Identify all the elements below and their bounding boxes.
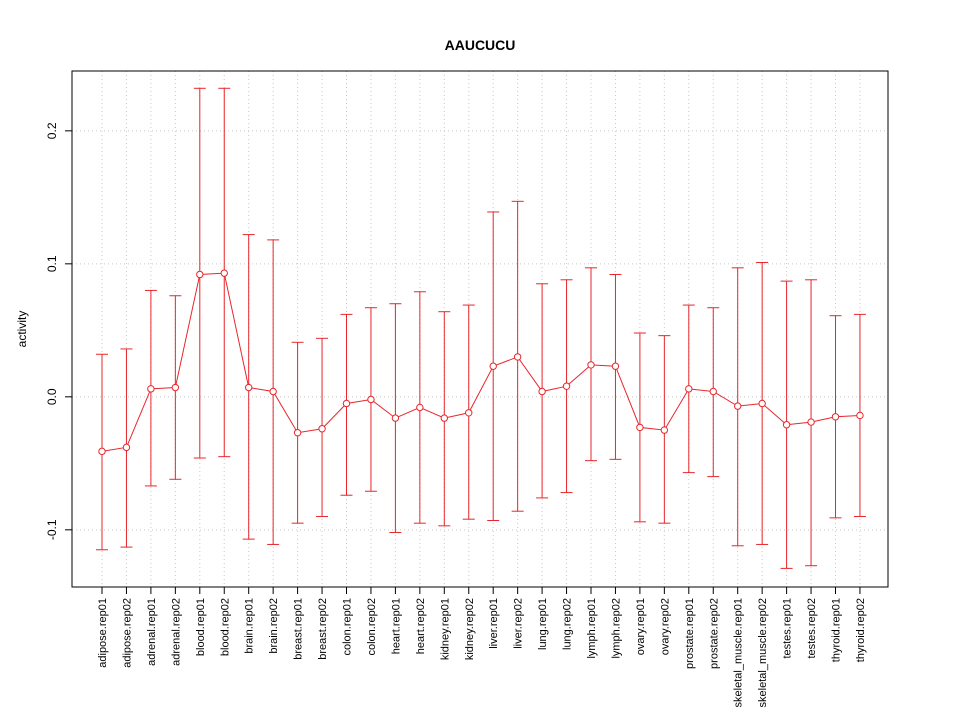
x-tick-label: liver.rep01 bbox=[488, 598, 500, 649]
data-point bbox=[587, 361, 595, 369]
data-layer bbox=[96, 87, 866, 569]
grid-layer bbox=[72, 71, 888, 587]
data-point bbox=[318, 425, 326, 433]
x-tick-label: lung.rep01 bbox=[537, 598, 549, 650]
x-tick-label: adipose.rep02 bbox=[121, 598, 133, 668]
y-tick-label: 0.2 bbox=[45, 122, 59, 139]
data-point bbox=[293, 429, 302, 437]
data-point bbox=[367, 395, 375, 404]
data-point bbox=[416, 403, 424, 412]
x-tick-label: kidney.rep02 bbox=[464, 598, 476, 660]
data-point bbox=[196, 270, 204, 279]
x-tick-label: liver.rep02 bbox=[513, 598, 525, 649]
data-point bbox=[856, 411, 864, 420]
y-tick-label: 0.1 bbox=[45, 255, 59, 272]
y-tick-label: 0.0 bbox=[45, 388, 59, 405]
x-tick-label: kidney.rep01 bbox=[439, 598, 451, 660]
data-point bbox=[709, 387, 717, 396]
data-point bbox=[611, 362, 620, 370]
x-tick-label: blood.rep01 bbox=[195, 598, 207, 656]
data-point bbox=[734, 402, 742, 410]
x-tick-label: testes.rep02 bbox=[806, 598, 818, 659]
x-tick-label: skeletal_muscle.rep01 bbox=[733, 598, 745, 707]
x-tick-label: thyroid.rep02 bbox=[855, 598, 867, 662]
x-tick-label: prostate.rep02 bbox=[708, 598, 720, 669]
data-point bbox=[685, 385, 693, 393]
data-point bbox=[391, 414, 400, 422]
data-point bbox=[513, 353, 522, 361]
plot-frame bbox=[71, 70, 889, 588]
data-point bbox=[562, 382, 571, 390]
data-point bbox=[807, 418, 815, 426]
x-tick-label: colon.rep02 bbox=[366, 598, 378, 656]
data-point bbox=[538, 387, 546, 396]
x-tick-label: adrenal.rep02 bbox=[170, 598, 182, 666]
data-point bbox=[440, 414, 448, 422]
data-point bbox=[489, 362, 497, 370]
data-point bbox=[147, 385, 155, 393]
data-point bbox=[220, 269, 228, 277]
data-point bbox=[636, 423, 644, 432]
data-point bbox=[122, 443, 131, 452]
data-point bbox=[465, 409, 473, 417]
x-tick-label: lung.rep02 bbox=[562, 598, 574, 650]
data-point bbox=[758, 399, 766, 408]
data-point bbox=[342, 399, 351, 408]
data-point bbox=[171, 383, 180, 392]
x-tick-label: skeletal_muscle.rep02 bbox=[757, 598, 769, 707]
data-point bbox=[831, 413, 840, 421]
x-tick-label: lymph.rep02 bbox=[610, 598, 622, 659]
x-tick-label: brain.rep01 bbox=[244, 598, 256, 654]
x-tick-label: breast.rep01 bbox=[293, 598, 305, 660]
x-tick-label: colon.rep01 bbox=[342, 598, 354, 656]
chart-title: AAUCUCU bbox=[445, 37, 516, 53]
series-line bbox=[101, 272, 860, 452]
data-point bbox=[245, 383, 253, 392]
data-point bbox=[269, 387, 277, 396]
y-axis-label: activity bbox=[15, 311, 29, 348]
data-point bbox=[660, 426, 669, 434]
x-tick-label: thyroid.rep01 bbox=[831, 598, 843, 662]
x-tick-label: lymph.rep01 bbox=[586, 598, 598, 659]
x-tick-label: heart.rep01 bbox=[390, 598, 402, 654]
x-tick-label: breast.rep02 bbox=[317, 598, 329, 660]
x-tick-label: adrenal.rep01 bbox=[146, 598, 158, 666]
x-tick-label: adipose.rep01 bbox=[97, 598, 109, 668]
x-tick-label: heart.rep02 bbox=[415, 598, 427, 654]
x-tick-label: ovary.rep02 bbox=[659, 598, 671, 655]
x-tick-label: brain.rep02 bbox=[268, 598, 280, 654]
data-point bbox=[98, 447, 106, 456]
y-tick-label: -0.1 bbox=[45, 519, 59, 540]
x-tick-label: ovary.rep01 bbox=[635, 598, 647, 655]
x-tick-label: blood.rep02 bbox=[219, 598, 231, 656]
x-tick-label: prostate.rep01 bbox=[684, 598, 696, 669]
data-point bbox=[782, 421, 791, 429]
axis-layer: -0.1 0.0 0.1 0.2 adipose.rep01 adipose.rep02 a… bbox=[45, 122, 867, 707]
x-tick-label: testes.rep01 bbox=[782, 598, 794, 659]
